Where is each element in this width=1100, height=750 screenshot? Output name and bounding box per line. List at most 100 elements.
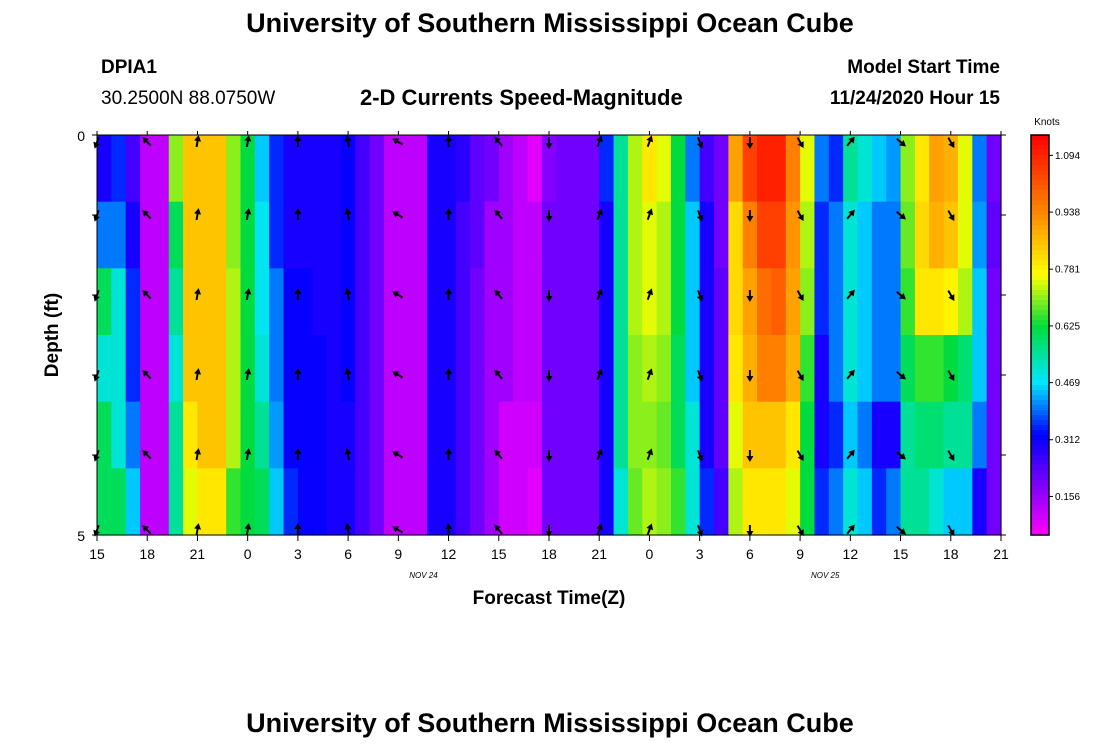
heatmap-cell [785,268,801,336]
current-arrow [846,289,855,300]
heatmap-cell [556,335,572,403]
colorbar-segment [1031,355,1049,361]
current-arrow [596,135,603,148]
heatmap-cell [455,468,471,536]
heatmap-cell [297,468,313,536]
heatmap-cell [857,468,873,536]
heatmap-cell [714,335,729,403]
model-start-label: Model Start Time [847,57,1000,78]
heatmap-cell [427,201,442,269]
heatmap-cell [340,335,356,403]
heatmap-cell [470,201,486,269]
current-arrow [294,135,302,147]
heatmap-cell [254,135,270,203]
heatmap-cell [484,335,500,403]
heatmap-cell [714,468,729,536]
heatmap-cell [757,335,773,403]
colorbar-segment [1031,260,1049,266]
heatmap-cell [656,335,672,403]
colorbar-segment [1031,180,1049,186]
colorbar-segment [1031,365,1049,371]
heatmap-cell [656,268,672,336]
heatmap-cell [584,201,600,269]
colorbar: 1.094 0.938 0.781 0.625 0.469 0.312 0.156 [1030,134,1080,536]
heatmap-cell [455,335,471,403]
heatmap-cell [398,135,414,203]
current-arrow [696,209,704,222]
heatmap-cell [857,335,873,403]
current-arrow [896,371,906,380]
heatmap-cell [627,335,643,403]
current-arrow [392,371,404,379]
heatmap-cell [972,268,988,336]
heatmap-cell [929,401,945,469]
colorbar-segment [1031,405,1049,411]
heatmap-cell [226,401,242,469]
heatmap-cell [642,268,658,336]
heatmap-cell [340,401,356,469]
heatmap-cell [441,268,457,336]
current-arrow [846,209,855,220]
heatmap-cell [168,335,184,403]
colorbar-segment [1031,210,1049,216]
heatmap-cell [269,201,285,269]
current-arrow [746,525,754,537]
colorbar-segment [1031,530,1049,536]
heatmap-cell [326,401,342,469]
heatmap-cell [211,401,227,469]
current-arrow [596,448,603,461]
current-arrow [392,211,404,219]
colorbar-segment [1031,395,1049,401]
current-arrow [142,370,152,380]
colorbar-segment [1031,345,1049,351]
heatmap-cell [297,201,313,269]
heatmap-cell [211,201,227,269]
colorbar-tick-label: 1.094 [1055,151,1080,162]
colorbar-segment [1031,320,1049,326]
colorbar-segment [1031,440,1049,446]
heatmap-cell [226,201,242,269]
heatmap-cell [800,401,816,469]
heatmap-cell [412,335,428,403]
current-arrow [445,135,453,147]
heatmap-cell [943,135,959,203]
heatmap-cell [613,335,629,403]
x-axis-label: Forecast Time(Z) [473,588,626,609]
heatmap-cell [857,201,873,269]
heatmap-cell [714,401,729,469]
heatmap-cell [297,401,313,469]
current-arrow [796,525,804,537]
current-arrow [545,137,553,149]
current-arrow [142,525,152,535]
heatmap-cell [541,401,557,469]
heatmap-cell [771,468,787,536]
heatmap-cell [642,401,658,469]
current-arrow [796,210,804,222]
heatmap-cell [484,135,500,203]
heatmap-cell [269,268,285,336]
current-arrows [93,135,955,537]
heatmap-cell [599,135,615,203]
current-arrow [746,137,754,149]
heatmap-cell [685,401,701,469]
x-tick-label: 0 [244,546,252,562]
heatmap-cell [714,135,729,203]
current-arrow [294,288,302,300]
heatmap-cell [140,335,155,403]
heatmap-cell [183,335,199,403]
heatmap-cell [441,468,457,536]
x-tick-label: 18 [139,546,155,562]
current-arrow [392,291,404,299]
colorbar-segment [1031,250,1049,256]
heatmap-cell [183,401,199,469]
heatmap-cell [226,468,242,536]
heatmap-cell [757,135,773,203]
heatmap-cell [297,135,313,203]
heatmap-cell [111,335,127,403]
colorbar-segment [1031,150,1049,156]
heatmap-cell [929,268,945,336]
heatmap-cell [513,135,529,203]
current-arrow [494,136,503,147]
heatmap-cell [527,335,543,403]
